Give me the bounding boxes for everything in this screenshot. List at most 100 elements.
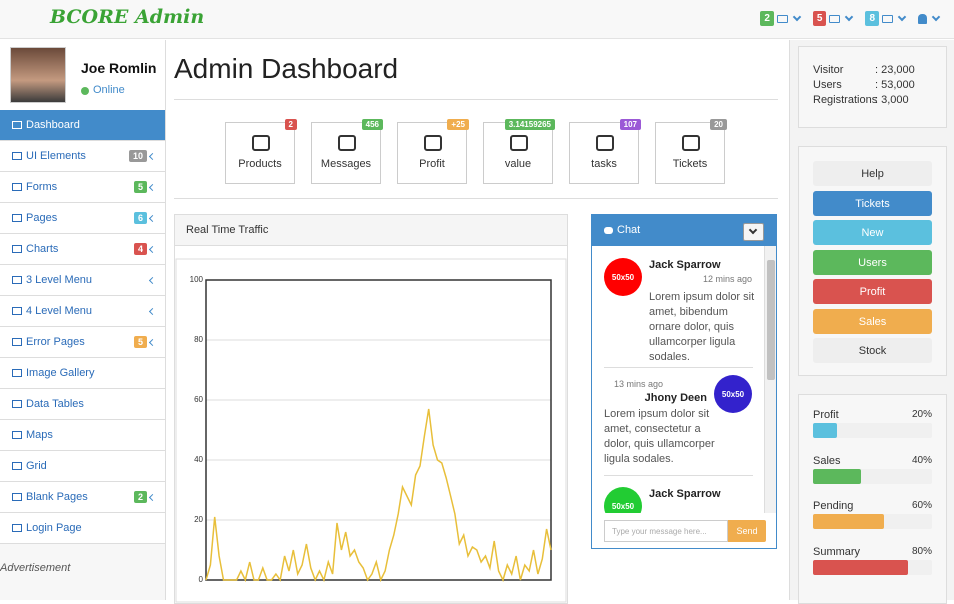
- menu-label: UI Elements: [26, 150, 86, 162]
- menu-item[interactable]: 3 Level Menu: [0, 265, 165, 296]
- logo[interactable]: BCORE Admin: [50, 6, 205, 28]
- menu-badge: 10: [128, 150, 147, 162]
- menu-label: Data Tables: [26, 398, 84, 410]
- tile-badge: 2: [284, 119, 297, 130]
- send-button[interactable]: Send: [728, 520, 766, 542]
- submenu-caret: [148, 338, 157, 347]
- menu-icon: [12, 307, 22, 315]
- menu-item[interactable]: UI Elements 10: [0, 141, 165, 172]
- top-bar: BCORE Admin 2 5 8: [0, 0, 954, 39]
- menu-item[interactable]: Data Tables: [0, 389, 165, 420]
- menu-icon: [12, 431, 22, 439]
- chat-header: Chat: [592, 215, 776, 246]
- chat-toggle[interactable]: [743, 223, 764, 241]
- y-tick-label: 60: [194, 395, 203, 404]
- message-text: Lorem ipsum dolor sit amet, bibendum orn…: [649, 291, 755, 363]
- action-button[interactable]: Sales: [813, 308, 932, 334]
- traffic-line: [205, 408, 552, 583]
- tile-label: tasks: [591, 158, 617, 170]
- action-button[interactable]: Users: [813, 249, 932, 275]
- message-time: 12 mins ago: [702, 274, 752, 284]
- menu-icon: [12, 524, 22, 532]
- menu-item[interactable]: Pages 6: [0, 203, 165, 234]
- notifications: 2 5 8: [760, 10, 942, 27]
- chat-panel: Chat 50x50 Jack Sparrow 12 mins ago Lorem i…: [591, 214, 777, 549]
- chat-input[interactable]: Type your message here...: [604, 520, 728, 542]
- user-status: Online: [93, 84, 125, 96]
- tile-label: Messages: [320, 158, 372, 170]
- message-text: Lorem ipsum dolor sit amet, consectetur …: [604, 408, 715, 465]
- user-menu[interactable]: [918, 10, 942, 27]
- submenu-caret: [148, 276, 157, 285]
- tile-label: Products: [238, 158, 282, 170]
- menu-icon: [12, 369, 22, 377]
- scroll-thumb[interactable]: [767, 260, 775, 380]
- notification[interactable]: 8: [865, 10, 908, 27]
- divider: [174, 198, 778, 199]
- progress-value: 60%: [911, 500, 932, 511]
- stat-tile[interactable]: Profit +25: [397, 119, 469, 184]
- menu-label: 4 Level Menu: [26, 305, 93, 317]
- progress-label: Pending: [813, 500, 854, 512]
- action-button[interactable]: Stock: [813, 338, 932, 363]
- menu-item[interactable]: Login Page: [0, 513, 165, 544]
- menu-label: 3 Level Menu: [26, 274, 93, 286]
- notification[interactable]: 5: [812, 10, 856, 27]
- stat-tile[interactable]: Products 2: [225, 119, 297, 184]
- menu-item[interactable]: Grid: [0, 451, 165, 482]
- action-button[interactable]: Help: [813, 161, 932, 186]
- stat-tile[interactable]: tasks 107: [569, 119, 641, 184]
- dropdown-caret: [931, 12, 941, 21]
- menu-item[interactable]: Forms 5: [0, 172, 165, 203]
- tile-badge: 107: [619, 119, 641, 130]
- menu-icon: [12, 121, 22, 129]
- user-icon: [918, 13, 927, 24]
- y-tick-label: 80: [194, 335, 203, 344]
- menu-icon: [12, 183, 22, 191]
- message-separator: [604, 475, 753, 476]
- menu-item[interactable]: Maps: [0, 420, 165, 451]
- advertisement: Advertisement: [0, 562, 71, 574]
- action-button[interactable]: New: [813, 220, 932, 245]
- menu-label: Charts: [26, 243, 59, 255]
- progress-bar: [813, 559, 909, 575]
- scrollbar[interactable]: [764, 246, 776, 513]
- action-button[interactable]: Profit: [813, 279, 932, 304]
- progress-track: [813, 423, 932, 438]
- menu-icon: [12, 152, 22, 160]
- y-tick-label: 0: [199, 575, 204, 584]
- menu-item[interactable]: Dashboard: [0, 110, 165, 141]
- menu-item[interactable]: Blank Pages 2: [0, 482, 165, 513]
- user-name: Joe Romlin: [81, 60, 157, 76]
- tile-badge: 20: [710, 119, 727, 130]
- menu-label: Forms: [26, 181, 58, 193]
- menu-item[interactable]: Charts 4: [0, 234, 165, 265]
- menu-item[interactable]: Error Pages 5: [0, 327, 165, 358]
- stat-tile[interactable]: value 3.14159265: [483, 119, 555, 184]
- plot-border: [205, 279, 552, 581]
- divider: [174, 99, 778, 100]
- chat-icon: [604, 227, 613, 234]
- notification-badge: 2: [760, 11, 774, 26]
- stat-value: : 23,000: [875, 64, 915, 76]
- submenu-caret: [148, 493, 157, 502]
- dropdown-caret: [792, 12, 802, 21]
- chat-avatar: 50x50: [714, 375, 752, 413]
- menu-item[interactable]: Image Gallery: [0, 358, 165, 389]
- tile-label: value: [504, 158, 532, 170]
- chat-avatar: 50x50: [604, 258, 642, 296]
- notification-icon: [882, 14, 893, 23]
- stat-tile[interactable]: Messages 456: [311, 119, 383, 184]
- notification[interactable]: 2: [760, 10, 803, 27]
- progress-box: Profit 20% Sales 40% Pending 60% Summary 80%: [798, 394, 947, 604]
- action-button[interactable]: Tickets: [813, 190, 932, 216]
- user-avatar: [10, 47, 66, 103]
- menu-item[interactable]: 4 Level Menu: [0, 296, 165, 327]
- notification-icon: [776, 14, 788, 23]
- stat-row: Registrations: 3,000: [813, 94, 909, 106]
- stat-tile[interactable]: Tickets 20: [655, 119, 727, 184]
- tile-icon: [596, 135, 614, 151]
- caret: [748, 225, 758, 235]
- progress-value: 80%: [911, 545, 932, 557]
